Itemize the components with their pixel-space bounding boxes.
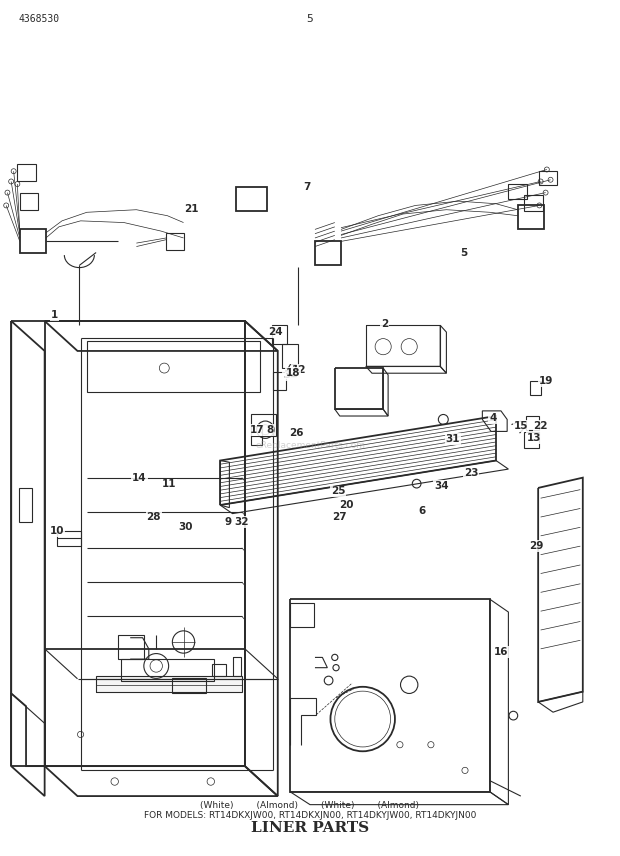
Text: 14: 14 — [132, 473, 147, 483]
Bar — [118, 635, 144, 659]
Bar — [524, 432, 539, 448]
Text: 34: 34 — [434, 481, 449, 491]
Bar — [19, 488, 32, 522]
Bar — [17, 164, 36, 181]
Text: 32: 32 — [234, 517, 249, 527]
Bar — [20, 193, 38, 210]
Bar — [282, 344, 298, 368]
Bar — [57, 531, 81, 546]
Text: 19: 19 — [538, 376, 553, 386]
Bar — [524, 195, 542, 211]
Text: 26: 26 — [289, 428, 304, 438]
Text: 6: 6 — [418, 506, 425, 516]
Bar — [518, 205, 544, 229]
Text: 4368530: 4368530 — [19, 14, 60, 24]
Text: 12: 12 — [291, 365, 306, 375]
Text: 18: 18 — [285, 368, 300, 378]
Bar — [236, 187, 267, 211]
Text: 17: 17 — [250, 425, 265, 435]
Text: 25: 25 — [330, 486, 345, 496]
Text: 21: 21 — [184, 204, 198, 214]
Polygon shape — [96, 676, 242, 692]
Bar — [508, 184, 527, 199]
Text: FOR MODELS: RT14DKXJW00, RT14DKXJN00, RT14DKYJW00, RT14DKYJN00: FOR MODELS: RT14DKXJW00, RT14DKXJN00, RT… — [144, 811, 476, 820]
Bar — [166, 233, 184, 250]
Text: 11: 11 — [161, 479, 176, 490]
Text: 13: 13 — [527, 433, 542, 443]
Text: 20: 20 — [339, 500, 353, 510]
Bar — [315, 241, 341, 265]
Text: 30: 30 — [179, 522, 193, 532]
Bar — [172, 678, 206, 693]
Bar — [251, 414, 276, 436]
Text: 8: 8 — [266, 425, 273, 435]
Text: 23: 23 — [464, 467, 479, 478]
Text: 4: 4 — [489, 413, 497, 423]
Text: 3: 3 — [283, 370, 290, 380]
Bar — [272, 325, 287, 344]
Text: 28: 28 — [146, 512, 161, 522]
Bar — [20, 229, 46, 253]
Bar — [530, 381, 541, 395]
Text: 2: 2 — [381, 318, 388, 329]
Text: 9: 9 — [224, 517, 232, 527]
Bar — [212, 664, 226, 676]
Text: 10: 10 — [50, 526, 64, 536]
Text: 15: 15 — [513, 421, 528, 431]
Bar — [87, 341, 260, 392]
Bar — [273, 372, 286, 390]
Text: 29: 29 — [529, 541, 544, 551]
Text: 5: 5 — [460, 247, 467, 258]
Text: 22: 22 — [533, 421, 548, 431]
Bar — [526, 416, 539, 430]
Bar — [290, 603, 314, 627]
Text: 1: 1 — [51, 310, 58, 320]
Text: eReplacementParts.com: eReplacementParts.com — [255, 441, 365, 449]
Text: 7: 7 — [303, 181, 311, 192]
Text: LINER PARTS: LINER PARTS — [251, 821, 369, 835]
Bar — [539, 171, 557, 185]
Text: 16: 16 — [494, 647, 508, 657]
Text: 24: 24 — [268, 327, 283, 337]
Text: 27: 27 — [332, 512, 347, 522]
Text: 31: 31 — [445, 434, 460, 444]
Text: (White)        (Almond)        (White)        (Almond): (White) (Almond) (White) (Almond) — [200, 801, 420, 810]
Text: 5: 5 — [307, 14, 313, 24]
Bar — [251, 426, 262, 445]
